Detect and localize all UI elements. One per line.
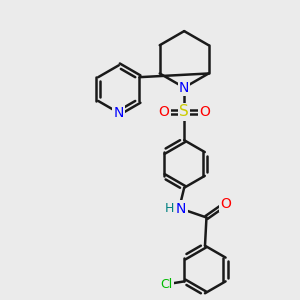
- Text: S: S: [179, 104, 189, 119]
- Text: N: N: [176, 202, 186, 216]
- Text: O: O: [220, 196, 231, 211]
- Text: O: O: [199, 105, 210, 119]
- Text: Cl: Cl: [160, 278, 173, 291]
- Text: H: H: [165, 202, 175, 215]
- Text: N: N: [114, 106, 124, 120]
- Text: N: N: [179, 81, 189, 94]
- Text: O: O: [158, 105, 169, 119]
